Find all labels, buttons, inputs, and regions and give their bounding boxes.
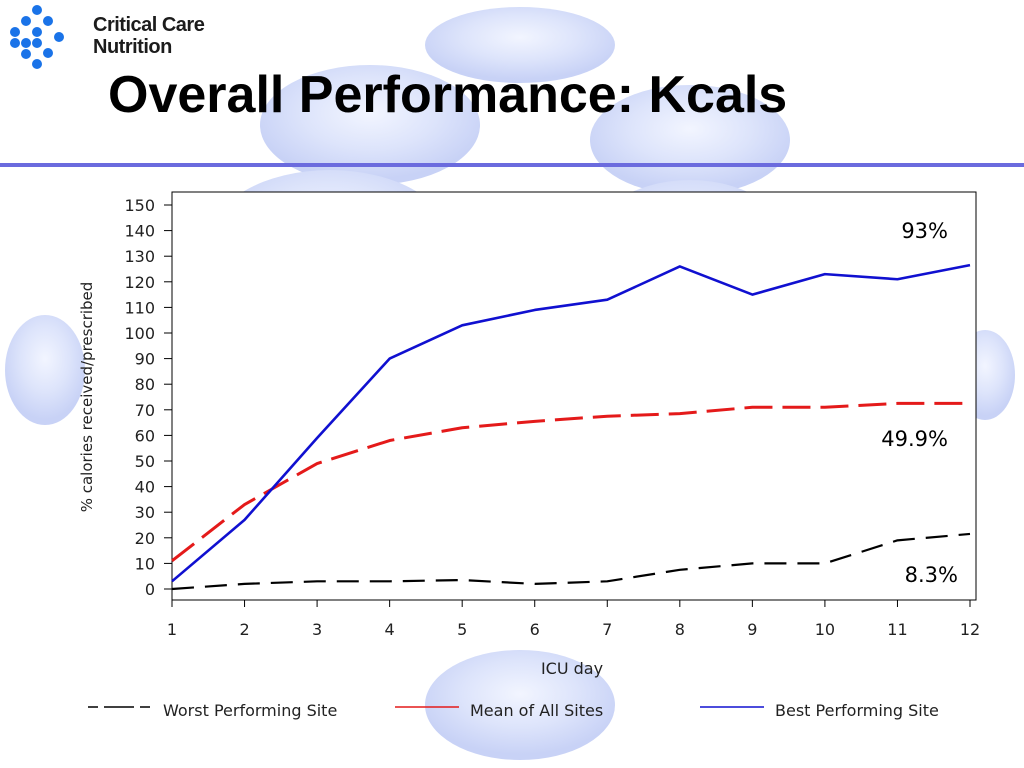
y-tick-label: 110 [124,298,155,317]
y-tick-label: 150 [124,196,155,215]
y-tick-label: 80 [135,375,155,394]
y-tick-label: 40 [135,478,155,497]
x-axis-label: ICU day [541,659,603,678]
y-tick-label: 60 [135,426,155,445]
legend-label: Worst Performing Site [163,701,337,720]
x-tick-label: 11 [887,620,907,639]
x-tick-label: 3 [312,620,322,639]
annotation-label: 49.9% [881,427,948,451]
x-tick-label: 5 [457,620,467,639]
y-tick-label: 10 [135,554,155,573]
brand-name: Critical Care Nutrition [93,14,205,58]
y-tick-label: 50 [135,452,155,471]
x-tick-label: 2 [239,620,249,639]
brand-line-2: Nutrition [93,36,172,58]
legend-label: Best Performing Site [775,701,939,720]
critical-care-nutrition-logo-icon [10,5,64,69]
plot-frame [171,191,977,601]
y-tick-label: 120 [124,273,155,292]
x-tick-label: 12 [960,620,980,639]
x-tick-label: 7 [602,620,612,639]
y-tick-label: 0 [145,580,155,599]
page-title: Overall Performance: Kcals [108,66,788,124]
y-tick-label: 20 [135,529,155,548]
y-tick-label: 140 [124,222,155,241]
series-line-2 [171,401,970,563]
annotation-label: 8.3% [905,563,958,587]
annotation-label: 93% [901,219,948,243]
y-tick-label: 70 [135,401,155,420]
title-divider [0,163,1024,167]
y-axis-label: % calories received/prescribed [78,282,96,513]
series-line-1 [171,532,971,591]
y-tick-label: 90 [135,350,155,369]
x-tick-label: 1 [167,620,177,639]
y-tick-label: 30 [135,503,155,522]
x-tick-label: 4 [385,620,395,639]
x-tick-label: 10 [815,620,835,639]
y-tick-label: 100 [124,324,155,343]
x-tick-label: 9 [747,620,757,639]
series-line-3 [171,263,971,583]
y-tick-label: 130 [124,247,155,266]
legend-label: Mean of All Sites [470,701,603,720]
x-tick-label: 6 [530,620,540,639]
x-tick-label: 8 [675,620,685,639]
brand-line-1: Critical Care [93,14,205,36]
